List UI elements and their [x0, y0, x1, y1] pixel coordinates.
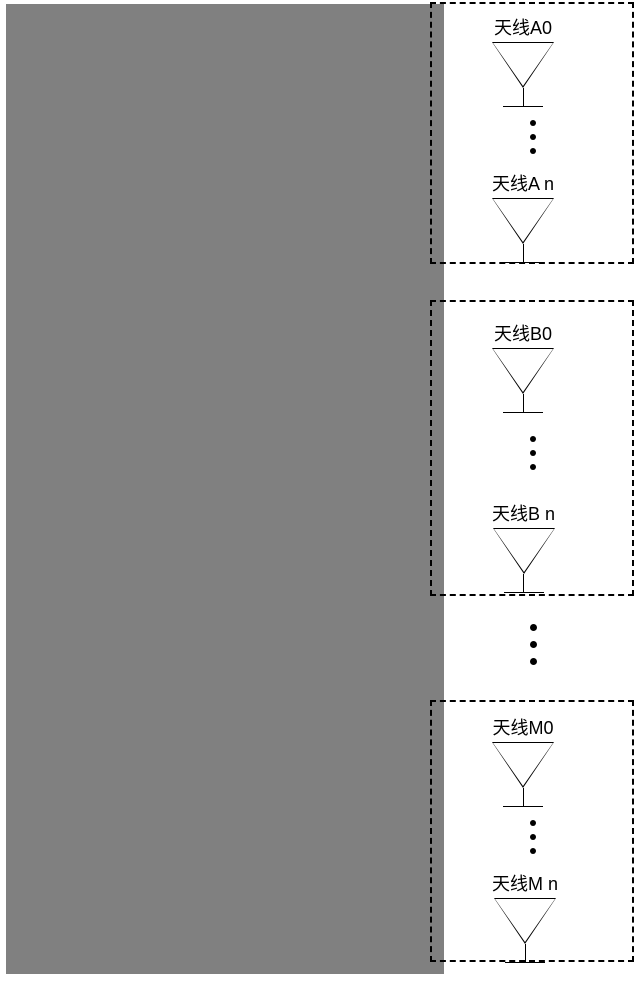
- antenna-label: 天线B0: [494, 320, 552, 346]
- antenna-label: 天线B n: [492, 500, 555, 526]
- antenna-unit: 天线B0: [492, 320, 554, 413]
- antenna-stem: [523, 394, 524, 412]
- vertical-ellipsis-icon: [530, 436, 536, 470]
- antenna-base: [505, 962, 545, 963]
- antenna-base: [503, 412, 543, 413]
- antenna-base: [503, 106, 543, 107]
- antenna-base: [504, 592, 544, 593]
- gray-block: [6, 4, 444, 974]
- antenna-stem: [523, 574, 524, 592]
- antenna-unit: 天线A0: [492, 14, 554, 107]
- antenna-triangle-icon: [493, 528, 555, 574]
- antenna-triangle-icon: [494, 898, 556, 944]
- antenna-triangle-icon: [492, 42, 554, 88]
- antenna-label: 天线A0: [494, 14, 552, 40]
- antenna-unit: 天线A n: [492, 170, 554, 263]
- antenna-stem: [523, 788, 524, 806]
- antenna-label: 天线M n: [492, 870, 558, 896]
- antenna-unit: 天线M n: [492, 870, 558, 963]
- antenna-unit: 天线M0: [492, 714, 554, 807]
- antenna-base: [503, 262, 543, 263]
- antenna-stem: [525, 944, 526, 962]
- antenna-base: [503, 806, 543, 807]
- vertical-ellipsis-icon: [530, 120, 536, 154]
- antenna-triangle-icon: [492, 742, 554, 788]
- antenna-label: 天线A n: [492, 170, 554, 196]
- vertical-ellipsis-icon: [530, 820, 536, 854]
- antenna-unit: 天线B n: [492, 500, 555, 593]
- vertical-ellipsis-icon: [530, 624, 537, 665]
- antenna-stem: [523, 244, 524, 262]
- antenna-stem: [523, 88, 524, 106]
- antenna-triangle-icon: [492, 198, 554, 244]
- antenna-triangle-icon: [492, 348, 554, 394]
- antenna-label: 天线M0: [492, 714, 553, 740]
